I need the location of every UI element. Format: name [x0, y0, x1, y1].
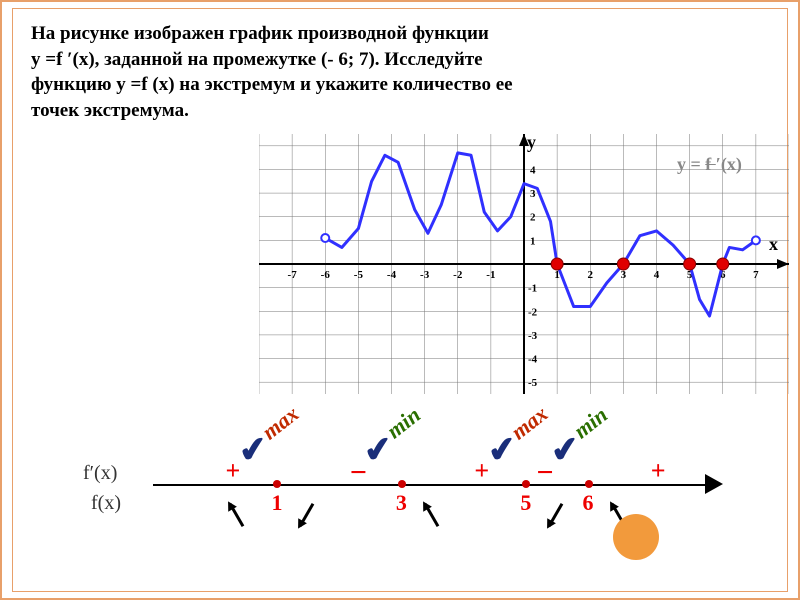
svg-text:-2: -2	[528, 306, 538, 318]
trend-arrow	[424, 503, 440, 527]
f-label: f(x)	[91, 492, 121, 515]
trend-arrow	[299, 503, 315, 527]
sign-symbol: +	[474, 456, 489, 486]
svg-text:-1: -1	[528, 283, 537, 295]
svg-text:2: 2	[588, 269, 594, 281]
svg-text:-3: -3	[528, 330, 538, 342]
fprime-label: f′(x)	[83, 462, 117, 485]
sign-symbol: +	[651, 456, 666, 486]
svg-text:-4: -4	[387, 269, 397, 281]
svg-text:-6: -6	[321, 269, 331, 281]
derivative-chart: -7-6-5-4-3-2-112345671234-1-2-3-4-5 y x …	[259, 134, 789, 394]
svg-text:4: 4	[654, 269, 660, 281]
critical-dot	[522, 480, 530, 488]
critical-value: 5	[520, 490, 531, 516]
svg-text:-7: -7	[288, 269, 298, 281]
x-axis-label: x	[769, 234, 778, 255]
svg-text:7: 7	[753, 269, 759, 281]
svg-text:-2: -2	[453, 269, 463, 281]
critical-dot	[273, 480, 281, 488]
critical-dot	[585, 480, 593, 488]
decorative-dot	[613, 514, 659, 560]
y-axis-label: y	[527, 132, 536, 153]
sign-symbol: −	[537, 456, 554, 490]
line-arrowhead	[705, 474, 723, 494]
svg-text:4: 4	[530, 164, 536, 176]
eq-f: f	[705, 154, 716, 174]
trend-arrow	[229, 503, 245, 527]
problem-text: На рисунке изображен график производной …	[31, 21, 769, 124]
svg-text:3: 3	[621, 269, 627, 281]
svg-text:1: 1	[530, 235, 536, 247]
sign-symbol: +	[225, 456, 240, 486]
problem-line: точек экстремума.	[31, 98, 769, 124]
sign-symbol: −	[350, 456, 367, 490]
critical-value: 1	[271, 490, 282, 516]
eq-prime: ′(x)	[716, 154, 742, 174]
svg-text:-1: -1	[486, 269, 495, 281]
eq-y: y =	[677, 154, 705, 174]
critical-value: 6	[583, 490, 594, 516]
svg-text:-5: -5	[528, 377, 538, 389]
svg-text:-3: -3	[420, 269, 430, 281]
critical-value: 3	[396, 490, 407, 516]
svg-text:-4: -4	[528, 354, 538, 366]
svg-text:-5: -5	[354, 269, 364, 281]
problem-line: На рисунке изображен график производной …	[31, 21, 769, 47]
svg-text:2: 2	[530, 212, 536, 224]
problem-line: y =f ′(x), заданной на промежутке (- 6; …	[31, 47, 769, 73]
problem-line: функцию y =f (x) на экстремум и укажите …	[31, 72, 769, 98]
trend-arrow	[548, 503, 564, 527]
svg-text:3: 3	[530, 188, 536, 200]
critical-dot	[398, 480, 406, 488]
equation-label: y = f ′(x)	[677, 154, 742, 175]
sign-diagram: f′(x) f(x) 1+✔max3−✔min5+✔max6−✔min+	[83, 424, 723, 574]
